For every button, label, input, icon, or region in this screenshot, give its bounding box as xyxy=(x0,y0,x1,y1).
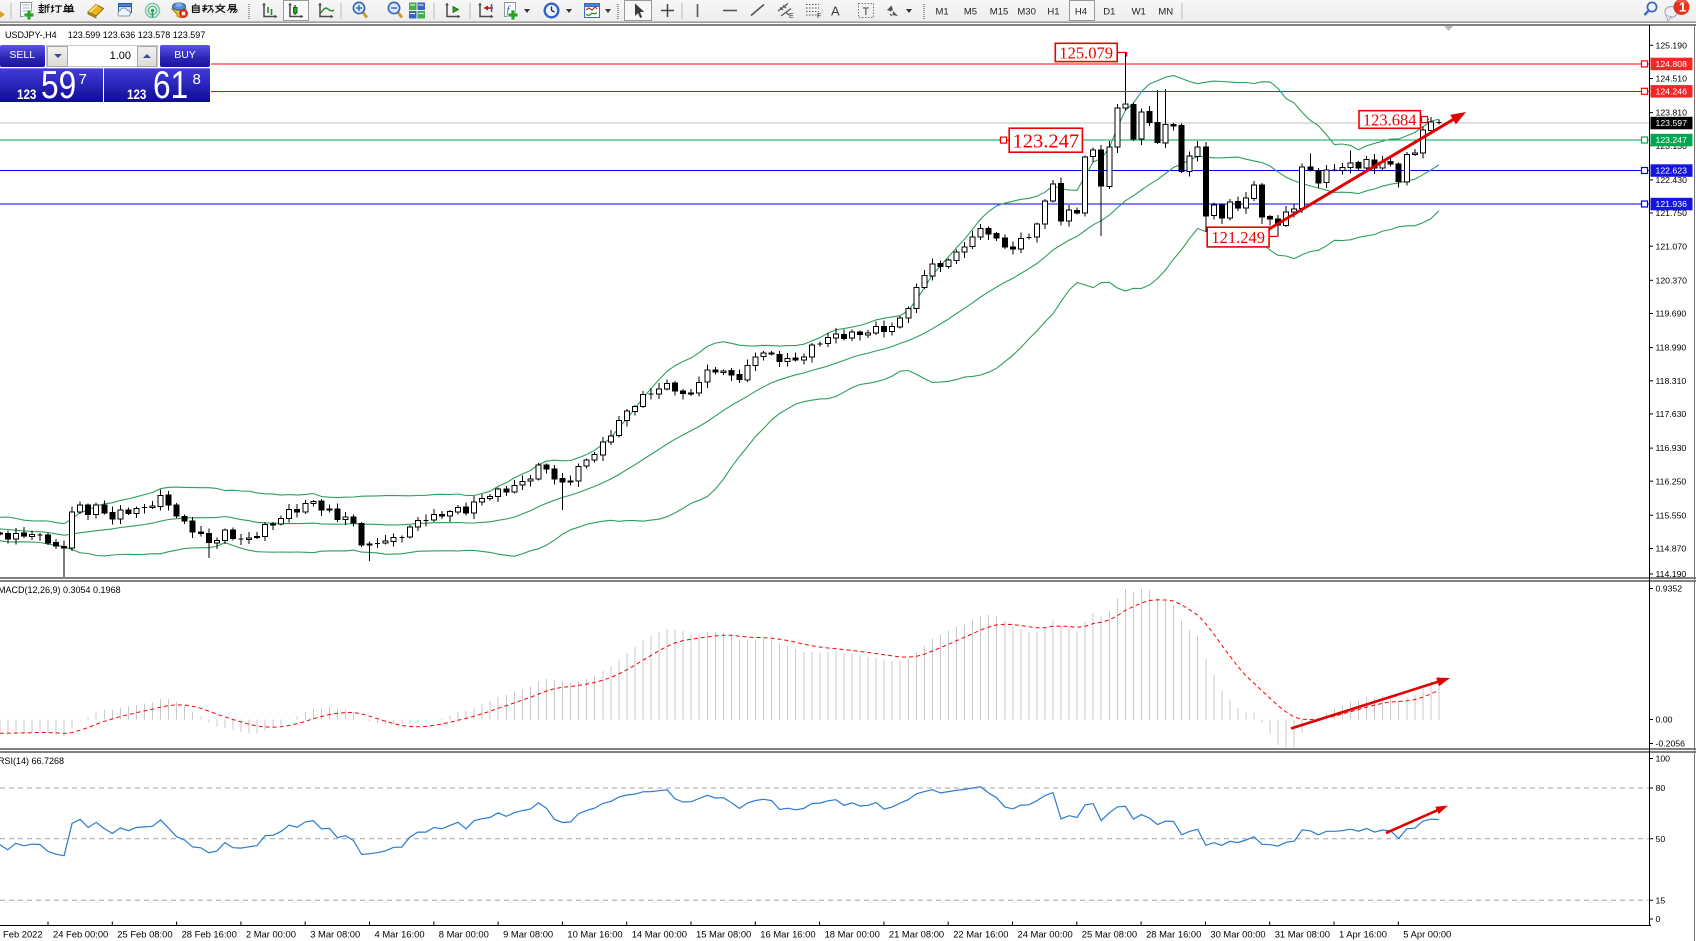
svg-text:21 Mar 08:00: 21 Mar 08:00 xyxy=(889,929,944,940)
svg-text:0.9352: 0.9352 xyxy=(1656,584,1683,594)
svg-text:121.936: 121.936 xyxy=(1656,199,1688,209)
svg-text:120.370: 120.370 xyxy=(1656,275,1688,285)
svg-text:0: 0 xyxy=(1656,914,1661,924)
svg-text:123.247: 123.247 xyxy=(1656,135,1688,145)
svg-text:124.808: 124.808 xyxy=(1656,59,1688,69)
svg-text:124.510: 124.510 xyxy=(1656,74,1688,84)
svg-text:123.684: 123.684 xyxy=(1363,110,1417,129)
svg-text:2 Mar 00:00: 2 Mar 00:00 xyxy=(246,929,296,940)
svg-text:-0.2056: -0.2056 xyxy=(1656,739,1686,749)
svg-text:M1: M1 xyxy=(936,7,949,18)
svg-text:22 Mar 16:00: 22 Mar 16:00 xyxy=(953,929,1008,940)
svg-text:28 Feb 16:00: 28 Feb 16:00 xyxy=(182,929,237,940)
svg-text:28 Mar 16:00: 28 Mar 16:00 xyxy=(1146,929,1201,940)
svg-text:114.870: 114.870 xyxy=(1656,544,1687,554)
svg-text:125.079: 125.079 xyxy=(1059,43,1113,62)
svg-text:15 Mar 08:00: 15 Mar 08:00 xyxy=(696,929,751,940)
svg-text:123.597: 123.597 xyxy=(1656,118,1688,128)
svg-text:118.990: 118.990 xyxy=(1656,343,1687,353)
svg-text:M5: M5 xyxy=(964,7,977,18)
svg-text:116.250: 116.250 xyxy=(1656,476,1687,486)
svg-text:1: 1 xyxy=(1679,0,1686,15)
svg-text:50: 50 xyxy=(1656,834,1666,844)
svg-text:f: f xyxy=(507,4,512,16)
svg-text:122.623: 122.623 xyxy=(1656,166,1688,176)
svg-text:M15: M15 xyxy=(990,7,1008,18)
svg-text:125.190: 125.190 xyxy=(1656,40,1688,50)
svg-text:121.750: 121.750 xyxy=(1656,208,1688,218)
svg-text:MN: MN xyxy=(1158,7,1173,18)
svg-text:100: 100 xyxy=(1656,754,1671,764)
svg-text:24 Mar 00:00: 24 Mar 00:00 xyxy=(1018,929,1073,940)
svg-text:T: T xyxy=(863,6,870,18)
svg-text:122.430: 122.430 xyxy=(1656,175,1688,185)
svg-text:W1: W1 xyxy=(1132,7,1146,18)
svg-text:118.310: 118.310 xyxy=(1656,376,1687,386)
svg-text:F: F xyxy=(817,13,821,20)
svg-text:114.190: 114.190 xyxy=(1656,569,1687,579)
svg-text:D1: D1 xyxy=(1103,7,1115,18)
svg-text:123.810: 123.810 xyxy=(1656,108,1688,118)
svg-text:123.247: 123.247 xyxy=(1012,131,1079,153)
svg-text:0.00: 0.00 xyxy=(1656,715,1673,725)
svg-text:25 Feb 08:00: 25 Feb 08:00 xyxy=(117,929,172,940)
svg-text:80: 80 xyxy=(1656,783,1666,793)
svg-text:25 Mar 08:00: 25 Mar 08:00 xyxy=(1082,929,1137,940)
svg-text:4 Mar 16:00: 4 Mar 16:00 xyxy=(375,929,425,940)
svg-text:121.249: 121.249 xyxy=(1211,228,1265,247)
svg-text:124.246: 124.246 xyxy=(1656,86,1688,96)
svg-text:A: A xyxy=(831,4,840,19)
svg-text:10 Mar 16:00: 10 Mar 16:00 xyxy=(567,929,622,940)
svg-text:15: 15 xyxy=(1656,895,1666,905)
svg-text:1 Apr 16:00: 1 Apr 16:00 xyxy=(1339,929,1387,940)
svg-text:E: E xyxy=(789,13,794,20)
svg-text:M30: M30 xyxy=(1017,7,1035,18)
svg-text:121.070: 121.070 xyxy=(1656,241,1688,251)
svg-text:3 Mar 08:00: 3 Mar 08:00 xyxy=(310,929,360,940)
svg-text:H1: H1 xyxy=(1047,7,1059,18)
svg-text:9 Mar 08:00: 9 Mar 08:00 xyxy=(503,929,553,940)
svg-text:16 Mar 16:00: 16 Mar 16:00 xyxy=(760,929,815,940)
svg-text:18 Mar 00:00: 18 Mar 00:00 xyxy=(825,929,880,940)
svg-text:8 Mar 00:00: 8 Mar 00:00 xyxy=(439,929,489,940)
svg-text:H4: H4 xyxy=(1075,7,1087,18)
svg-text:115.550: 115.550 xyxy=(1656,510,1687,520)
svg-text:117.630: 117.630 xyxy=(1656,409,1687,419)
svg-text:24 Feb 00:00: 24 Feb 00:00 xyxy=(53,929,108,940)
svg-text:116.930: 116.930 xyxy=(1656,443,1687,453)
svg-text:31 Mar 08:00: 31 Mar 08:00 xyxy=(1275,929,1330,940)
svg-text:5 Apr 00:00: 5 Apr 00:00 xyxy=(1403,929,1451,940)
svg-text:30 Mar 00:00: 30 Mar 00:00 xyxy=(1210,929,1265,940)
svg-text:119.690: 119.690 xyxy=(1656,309,1687,319)
svg-text:14 Mar 00:00: 14 Mar 00:00 xyxy=(632,929,687,940)
svg-text:Feb 2022: Feb 2022 xyxy=(3,929,43,940)
